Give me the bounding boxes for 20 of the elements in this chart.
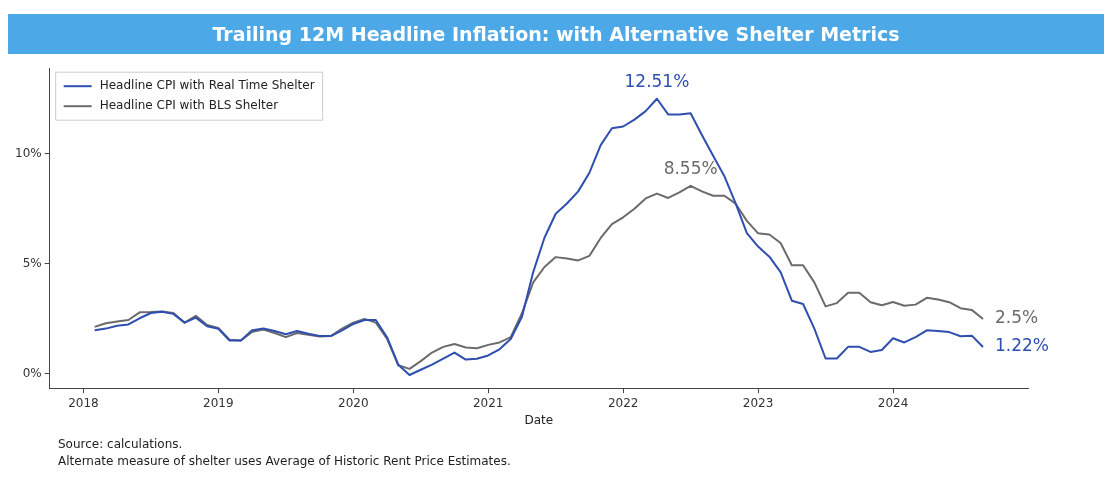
annotation: 2.5% [995, 307, 1039, 328]
x-tick-label: 2020 [338, 395, 369, 410]
source-note: Source: calculations. [58, 436, 184, 453]
annotation: 8.55% [663, 157, 718, 178]
y-tick-label: 10% [15, 146, 42, 161]
text: Alternate measure of shelter uses Average of Historic Rent Price Estimates. [58, 453, 512, 470]
annotation: 1.22% [995, 335, 1050, 356]
x-tick-label: 2023 [742, 395, 774, 410]
x-tick-label: 2024 [877, 395, 909, 410]
legend-label: Headline CPI with BLS Shelter [99, 98, 279, 113]
y-tick-label: 0% [22, 366, 42, 381]
x-tick-label: 2022 [607, 395, 639, 410]
y-tick-label: 5% [22, 256, 42, 271]
x-tick-label: 2021 [472, 395, 504, 410]
chart-title: Trailing 12M Headline Inflation: with Alternative Shelter Metrics [8, 14, 1104, 54]
annotation: 12.51% [624, 70, 690, 91]
x-tick-label: 2019 [203, 395, 234, 410]
x-tick-label: 2018 [68, 395, 99, 410]
legend-label: Headline CPI with Real Time Shelter [99, 78, 315, 93]
x-axis-title: Date [524, 412, 554, 427]
